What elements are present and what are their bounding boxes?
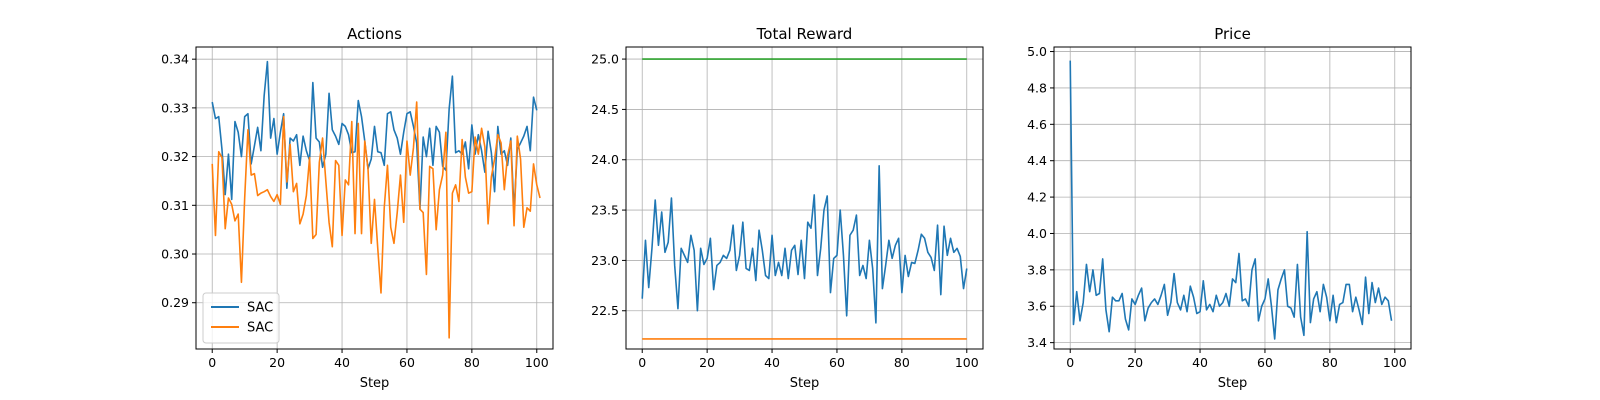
y-tick-label: 4.4 xyxy=(1027,153,1047,168)
y-tick-label: 3.6 xyxy=(1027,299,1047,314)
x-tick-label: 40 xyxy=(1192,355,1208,370)
y-tick-label: 23.5 xyxy=(591,203,619,218)
plot-frame xyxy=(626,47,983,349)
x-tick-label: 20 xyxy=(699,355,715,370)
grid-lines xyxy=(626,47,983,349)
y-tick-label: 0.34 xyxy=(161,52,189,67)
series-line-1 xyxy=(642,166,967,323)
y-tick-label: 0.31 xyxy=(161,198,189,213)
plot-lines xyxy=(1070,61,1391,339)
y-tick-label: 0.30 xyxy=(161,247,189,262)
y-tick-label: 4.2 xyxy=(1027,190,1047,205)
legend: SAC SAC xyxy=(203,293,279,343)
x-tick-label: 80 xyxy=(1322,355,1338,370)
y-tick-label: 0.32 xyxy=(161,149,189,164)
x-tick-label: 20 xyxy=(269,355,285,370)
chart-title: Total Reward xyxy=(756,25,853,43)
x-tick-label: 60 xyxy=(829,355,845,370)
axis-ticks: 0 20 40 60 80 100 3.4 3.6 3.8 4.0 4.2 4.4 4.6 4.8 5.0 xyxy=(1027,44,1407,370)
y-tick-label: 0.33 xyxy=(161,100,189,115)
x-tick-label: 60 xyxy=(399,355,415,370)
plot-lines xyxy=(642,59,967,339)
series-line-1 xyxy=(1070,61,1391,339)
chart-title: Actions xyxy=(347,25,402,43)
legend-label-series-1: SAC xyxy=(247,301,273,316)
y-tick-label: 25.0 xyxy=(591,52,619,67)
y-tick-label: 4.8 xyxy=(1027,80,1047,95)
y-tick-label: 3.8 xyxy=(1027,262,1047,277)
x-tick-label: 40 xyxy=(334,355,350,370)
y-tick-label: 22.5 xyxy=(591,303,619,318)
x-tick-label: 20 xyxy=(1127,355,1143,370)
x-axis-label: Step xyxy=(790,376,820,391)
x-axis-label: Step xyxy=(360,376,390,391)
x-tick-label: 100 xyxy=(1383,355,1407,370)
x-tick-label: 80 xyxy=(464,355,480,370)
x-tick-label: 100 xyxy=(955,355,979,370)
chart-actions: 0 20 40 60 80 100 0.29 0.30 0.31 0.32 0.33 0.34 Act… xyxy=(161,25,553,391)
y-tick-label: 24.0 xyxy=(591,152,619,167)
x-tick-label: 100 xyxy=(525,355,549,370)
x-tick-label: 0 xyxy=(1066,355,1074,370)
x-axis-label: Step xyxy=(1218,376,1248,391)
x-tick-label: 0 xyxy=(208,355,216,370)
y-tick-label: 4.0 xyxy=(1027,226,1047,241)
chart-title: Price xyxy=(1214,25,1251,43)
chart-price: 0 20 40 60 80 1003.43.63.84.04.24.44.64.85.0 … xyxy=(1027,25,1411,391)
series-line-1 xyxy=(212,62,537,212)
x-tick-label: 0 xyxy=(638,355,646,370)
legend-label-series-2: SAC xyxy=(247,321,273,336)
chart-total-reward: 0 20 40 60 80 100 22.5 23.0 23.5 24.0 24.5 25.0 Tot… xyxy=(591,25,983,391)
x-tick-label: 80 xyxy=(894,355,910,370)
x-tick-label: 60 xyxy=(1257,355,1273,370)
y-tick-label: 3.4 xyxy=(1027,335,1047,350)
y-tick-label: 24.5 xyxy=(591,102,619,117)
y-tick-label: 5.0 xyxy=(1027,44,1047,59)
y-tick-label: 0.29 xyxy=(161,295,189,310)
y-tick-label: 4.6 xyxy=(1027,117,1047,132)
y-tick-label: 23.0 xyxy=(591,253,619,268)
x-tick-label: 40 xyxy=(764,355,780,370)
axis-ticks: 0 20 40 60 80 100 22.5 23.0 23.5 24.0 24.5 25.0 xyxy=(591,52,979,370)
